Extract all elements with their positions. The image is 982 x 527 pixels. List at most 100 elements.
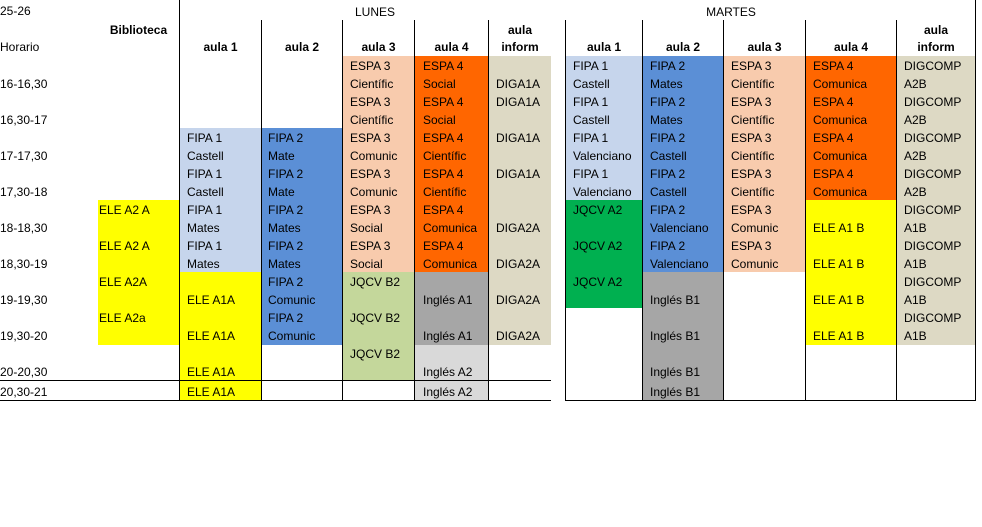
day-martes: MARTES <box>706 5 756 19</box>
time-slot: 20,30-21 <box>0 385 48 399</box>
grid-line <box>566 400 976 401</box>
class-cell: FIPA 2 <box>650 203 686 217</box>
class-cell: ESPA 3 <box>731 203 772 217</box>
class-cell: ELE A2 A <box>99 239 150 253</box>
grid-line <box>0 380 551 381</box>
class-cell: Mates <box>187 257 220 271</box>
class-cell: Comunic <box>350 149 398 163</box>
class-cell: ELE A2 A <box>99 203 150 217</box>
class-cell: Mate <box>268 185 295 199</box>
class-cell: A1B <box>904 293 927 307</box>
class-cell: Inglés B1 <box>650 293 701 307</box>
class-cell: Comunica <box>423 257 478 271</box>
class-cell: Valenciano <box>650 257 709 271</box>
class-cell: ELE A1 B <box>813 221 865 235</box>
class-cell: DIGA1A <box>496 167 541 181</box>
class-cell: JQCV B2 <box>350 311 401 325</box>
class-cell: FIPA 2 <box>268 239 304 253</box>
header-martes-aula2: aula 2 <box>665 40 701 54</box>
class-cell: FIPA 2 <box>650 59 686 73</box>
fill-lunes-aula1-fipa <box>180 128 261 272</box>
class-cell: JQCV A2 <box>573 239 623 253</box>
class-cell: Castell <box>573 77 610 91</box>
class-cell: DIGCOMP <box>904 239 962 253</box>
class-cell: Mates <box>268 257 301 271</box>
class-cell: A1B <box>904 329 927 343</box>
class-cell: Valenciano <box>573 149 632 163</box>
class-cell: Científic <box>423 185 467 199</box>
fill-lunes-aula4-ingles-a1 <box>415 272 488 345</box>
class-cell: Científic <box>731 113 775 127</box>
grid-line <box>896 20 897 401</box>
class-cell: A1B <box>904 257 927 271</box>
fill-lunes-aula3-espa <box>343 56 414 272</box>
class-cell: A2B <box>904 77 927 91</box>
class-cell: Comunic <box>268 293 316 307</box>
grid-line <box>805 20 806 401</box>
class-cell: DIGA2A <box>496 329 541 343</box>
class-cell: Comunic <box>350 185 398 199</box>
class-cell: ESPA 4 <box>423 95 464 109</box>
class-cell: JQCV B2 <box>350 275 401 289</box>
class-cell: DIGA1A <box>496 77 541 91</box>
fill-martes-aula2-fipa <box>643 56 723 272</box>
class-cell: ESPA 3 <box>350 239 391 253</box>
header-lunes-inform-2: inform <box>501 40 539 54</box>
class-cell: FIPA 1 <box>573 95 609 109</box>
fill-martes-aula3-espa <box>724 56 805 272</box>
grid-line <box>261 20 262 401</box>
class-cell: DIGCOMP <box>904 167 962 181</box>
class-cell: DIGCOMP <box>904 131 962 145</box>
time-slot: 19-19,30 <box>0 293 48 307</box>
class-cell: FIPA 1 <box>573 59 609 73</box>
class-cell: Comunica <box>423 221 478 235</box>
class-cell: DIGCOMP <box>904 203 962 217</box>
class-cell: FIPA 1 <box>187 131 223 145</box>
fill-lunes-aula2-fipa <box>262 128 342 345</box>
class-cell: Científic <box>731 149 775 163</box>
time-slot: 19,30-20 <box>0 329 48 343</box>
time-slot: 17,30-18 <box>0 185 48 199</box>
class-cell: ESPA 4 <box>423 167 464 181</box>
class-cell: A2B <box>904 185 927 199</box>
class-cell: DIGCOMP <box>904 275 962 289</box>
fill-lunes-aula4-ingles-a2 <box>415 345 488 400</box>
class-cell: ESPA 4 <box>813 131 854 145</box>
class-cell: ELE A1 B <box>813 257 865 271</box>
grid-line <box>342 20 343 401</box>
class-cell: ELE A1A <box>187 385 236 399</box>
time-slot: 17-17,30 <box>0 149 48 163</box>
class-cell: FIPA 2 <box>268 131 304 145</box>
class-cell: ESPA 3 <box>731 95 772 109</box>
class-cell: Valenciano <box>573 185 632 199</box>
class-cell: A2B <box>904 149 927 163</box>
class-cell: ESPA 3 <box>350 203 391 217</box>
class-cell: FIPA 2 <box>650 239 686 253</box>
time-slot: 16-16,30 <box>0 77 48 91</box>
class-cell: Mate <box>268 149 295 163</box>
fill-martes-aula1-jqcv <box>566 200 642 308</box>
fill-martes-aula4-espa <box>806 56 896 200</box>
class-cell: FIPA 2 <box>268 311 304 325</box>
header-lunes-inform-1: aula <box>507 23 532 37</box>
class-cell: Comunica <box>813 149 868 163</box>
fill-martes-inform <box>897 56 975 345</box>
class-cell: ESPA 3 <box>731 167 772 181</box>
class-cell: DIGA2A <box>496 257 541 271</box>
class-cell: ESPA 4 <box>813 95 854 109</box>
class-cell: ELE A2a <box>99 311 146 325</box>
header-horario: Horario <box>0 40 40 54</box>
fill-martes-aula2-ingles <box>643 272 723 400</box>
class-cell: ESPA 3 <box>350 167 391 181</box>
class-cell: Científic <box>423 149 467 163</box>
class-cell: FIPA 1 <box>573 131 609 145</box>
class-cell: Comunic <box>731 257 779 271</box>
day-lunes: LUNES <box>354 5 395 19</box>
class-cell: Mates <box>268 221 301 235</box>
class-cell: Castell <box>573 113 610 127</box>
grid-line <box>642 20 643 401</box>
time-slot: 18-18,30 <box>0 221 48 235</box>
grid-line <box>0 400 551 401</box>
grid-line <box>565 20 566 401</box>
